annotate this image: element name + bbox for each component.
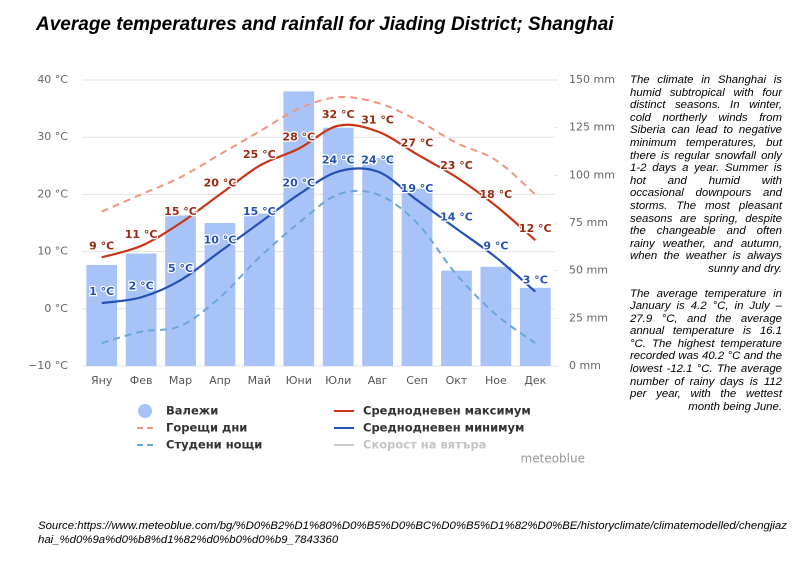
description: The climate in Shanghai is humid subtrop… [630,74,782,425]
bar [480,266,512,366]
legend-label: Среднодневен максимум [363,404,531,418]
data-label: 20 °C [204,176,237,189]
legend-label: Горещи дни [166,421,247,435]
data-label: 24 °C [361,154,394,167]
legend-label: Среднодневен минимум [363,421,524,435]
data-label: 19 °C [401,182,434,195]
y-tick-label: 30 °C [37,130,68,143]
legend-swatch [138,404,152,418]
data-label: 15 °C [164,205,197,218]
bar [86,264,118,366]
data-label: 20 °C [282,176,315,189]
bar [401,188,433,366]
title: Average temperatures and rainfall for Ji… [36,14,614,35]
x-tick-label: Апр [209,374,231,387]
x-tick-label: Сеп [406,374,428,387]
bar [244,213,275,366]
chart: −10 °C 0 °C 10 °C 20 °C 30 °C 40 °C 0 mm 25 mm 5… [28,73,615,466]
legend-label: Студени нощи [166,438,262,452]
source: Source:https://www.meteoblue.com/bg/%D0%… [38,520,787,546]
data-label: 28 °C [282,131,315,144]
bar [519,287,551,366]
data-label: 9 °C [483,239,508,252]
x-tick-label: Яну [91,374,113,387]
line [101,167,537,305]
y2-tick-label: 150 mm [569,73,615,86]
watermark: meteoblue [521,452,585,466]
y2-tick-label: 25 mm [569,311,608,324]
y2-tick-label: 75 mm [569,216,608,229]
x-tick-label: Юли [325,374,351,387]
legend-label: Валежи [166,404,218,418]
y-tick-label: 10 °C [37,245,68,258]
y-tick-label: 40 °C [37,73,68,86]
paragraph: The average temperature in January is 4.… [630,287,782,413]
legend-label: Скорост на вятъра [363,438,486,452]
line [101,123,537,259]
x-tick-label: Дек [524,374,546,387]
y2-tick-label: 50 mm [569,264,608,277]
bar [204,223,236,366]
bar [283,91,315,366]
bar [362,158,393,366]
data-label: 24 °C [322,154,355,167]
x-tick-label: Юни [286,374,312,387]
x-tick-label: Фев [130,374,153,387]
paragraph: The climate in Shanghai is humid subtrop… [630,74,782,275]
data-label: 1 °C [89,285,114,298]
data-label: 25 °C [243,148,276,161]
bar [441,270,472,366]
data-label: 27 °C [401,136,434,149]
data-label: 14 °C [440,211,473,224]
y2-tick-label: 125 mm [569,121,615,134]
data-label: 11 °C [125,228,158,241]
x-tick-label: Ное [485,374,507,387]
data-label: 3 °C [523,274,548,287]
bar [125,253,157,366]
bar [322,127,354,367]
y-tick-label: 0 °C [44,302,68,315]
line [101,189,536,345]
data-label: 18 °C [480,188,513,201]
x-tick-label: Мар [169,374,192,387]
x-tick-label: Окт [446,374,468,387]
data-label: 12 °C [519,222,552,235]
data-label: 23 °C [440,159,473,172]
y2-tick-label: 0 mm [569,359,601,372]
data-label: 2 °C [129,279,154,292]
bar [165,215,196,366]
data-label: 32 °C [322,108,355,121]
data-label: 31 °C [361,113,394,126]
line [101,95,536,213]
data-label: 9 °C [89,239,114,252]
data-label: 10 °C [204,234,237,247]
data-label: 5 °C [168,262,193,275]
y-tick-label: 20 °C [37,187,68,200]
data-label: 15 °C [243,205,276,218]
x-tick-label: Авг [368,374,388,387]
y2-tick-label: 100 mm [569,168,615,181]
x-tick-label: Май [248,374,271,387]
y-tick-label: −10 °C [28,359,68,372]
